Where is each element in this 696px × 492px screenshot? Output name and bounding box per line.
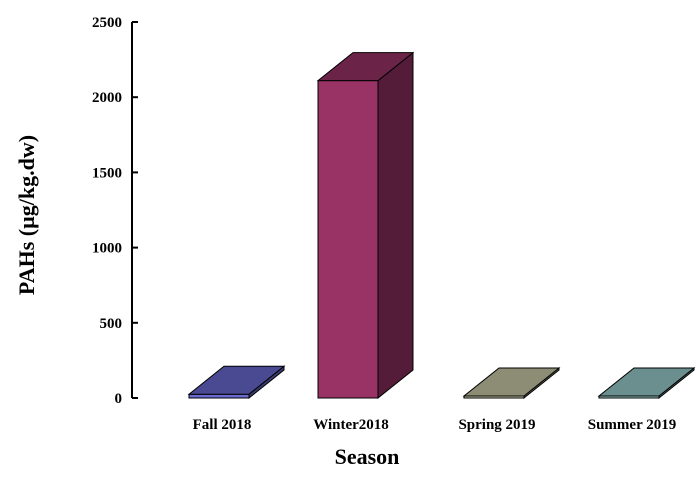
bar-top-face bbox=[597, 367, 696, 397]
x-axis-label: Season bbox=[335, 444, 400, 469]
bar-winter2018 bbox=[316, 51, 415, 400]
bar-spring-2019 bbox=[462, 366, 561, 400]
x-tick-label: Winter2018 bbox=[313, 417, 389, 433]
bar-front-face bbox=[317, 80, 379, 399]
x-axis-tick-labels: Fall 2018 Winter2018 Spring 2019 Summer 201… bbox=[193, 417, 677, 433]
x-tick-label: Summer 2019 bbox=[588, 417, 676, 433]
y-tick-label: 2500 bbox=[92, 15, 122, 31]
bar-summer-2019 bbox=[597, 366, 696, 400]
y-tick-label: 2000 bbox=[92, 90, 122, 106]
y-tick-label: 1500 bbox=[92, 165, 122, 181]
bar-top-face bbox=[316, 52, 415, 82]
bar-top-face bbox=[462, 367, 561, 397]
y-axis-label: PAHs (µg/kg.dw) bbox=[14, 135, 39, 295]
bars bbox=[187, 51, 696, 400]
y-tick-label: 500 bbox=[100, 316, 123, 332]
y-axis: 0 500 1000 1500 2000 2500 bbox=[92, 15, 138, 407]
x-tick-label: Fall 2018 bbox=[193, 417, 252, 433]
bar-top-face bbox=[187, 365, 286, 395]
y-tick-label: 0 bbox=[115, 391, 123, 407]
bar-fall-2018 bbox=[187, 365, 286, 400]
y-tick-label: 1000 bbox=[92, 241, 122, 257]
bar-front-face bbox=[188, 393, 250, 399]
x-tick-label: Spring 2019 bbox=[458, 417, 535, 433]
bar-side-face bbox=[377, 51, 414, 400]
